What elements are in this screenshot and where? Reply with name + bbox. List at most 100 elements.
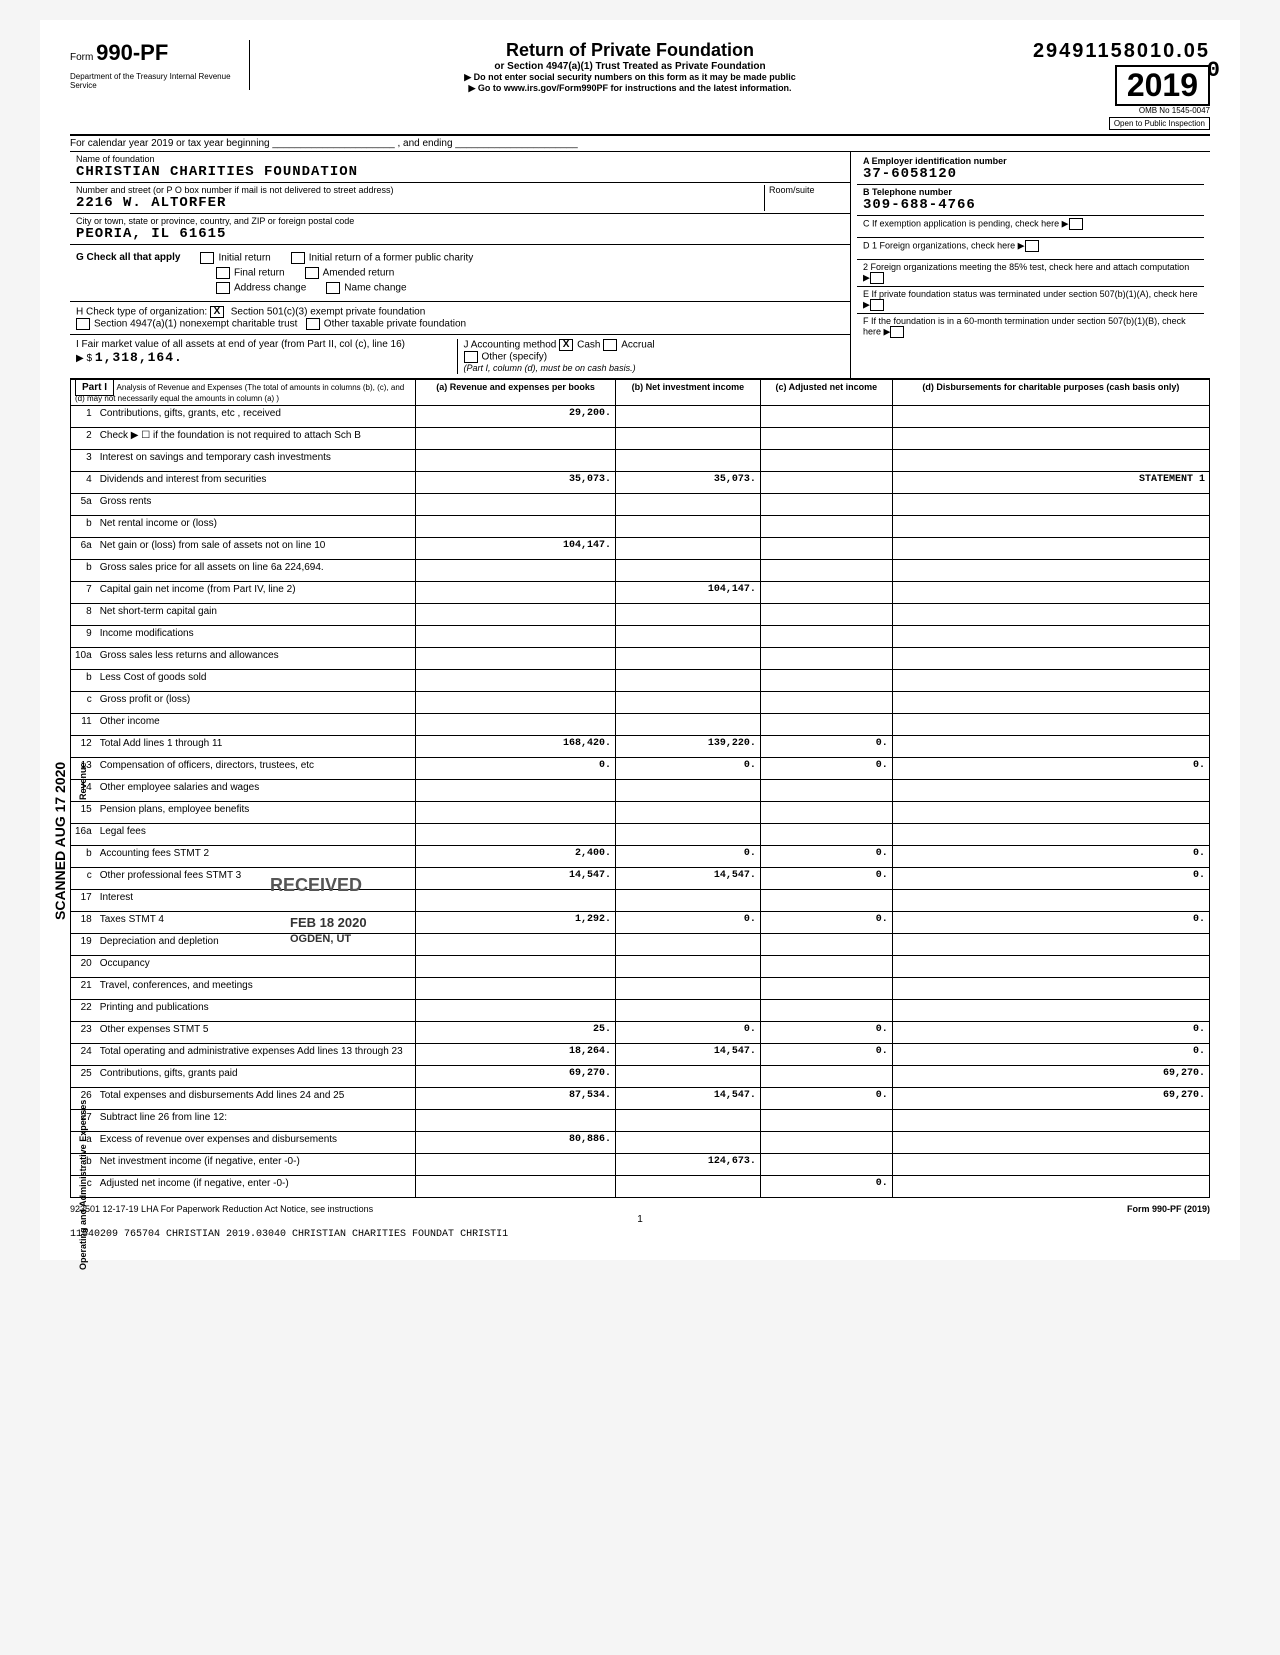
row-a: 104,147.	[416, 538, 616, 560]
opt-initial: Initial return	[218, 253, 270, 264]
row-d: 0.	[892, 846, 1209, 868]
row-c: 0.	[760, 758, 892, 780]
row-b	[615, 406, 760, 428]
table-row: 20Occupancy	[71, 956, 1210, 978]
table-row: 3Interest on savings and temporary cash …	[71, 450, 1210, 472]
row-c	[760, 582, 892, 604]
table-row: 15Pension plans, employee benefits	[71, 802, 1210, 824]
row-a	[416, 670, 616, 692]
form-number: Form 990-PF	[70, 40, 241, 66]
cb-501c3[interactable]: X	[210, 306, 224, 318]
cb-4947[interactable]	[76, 318, 90, 330]
row-d	[892, 1000, 1209, 1022]
cb-other-tax[interactable]	[306, 318, 320, 330]
row-d	[892, 516, 1209, 538]
table-row: bAccounting fees STMT 22,400.0.0.0.	[71, 846, 1210, 868]
d1-label: D 1 Foreign organizations, check here ▶	[857, 238, 1204, 260]
row-a	[416, 516, 616, 538]
calendar-year-line: For calendar year 2019 or tax year begin…	[70, 136, 1210, 152]
row-c	[760, 824, 892, 846]
cb-d2[interactable]	[870, 272, 884, 284]
revenue-label: Revenue	[78, 762, 88, 800]
row-b: 139,220.	[615, 736, 760, 758]
row-b	[615, 516, 760, 538]
row-a: 2,400.	[416, 846, 616, 868]
row-c	[760, 978, 892, 1000]
city-label: City or town, state or province, country…	[76, 216, 844, 226]
cb-initial[interactable]	[200, 252, 214, 264]
table-row: bGross sales price for all assets on lin…	[71, 560, 1210, 582]
cb-name-change[interactable]	[326, 282, 340, 294]
row-d	[892, 978, 1209, 1000]
opt-other-method: Other (specify)	[482, 352, 548, 363]
row-num: 5a	[71, 494, 96, 516]
row-b: 0.	[615, 846, 760, 868]
cb-other-method[interactable]	[464, 351, 478, 363]
row-d: 0.	[892, 1044, 1209, 1066]
part1-desc: Analysis of Revenue and Expenses (The to…	[75, 383, 404, 403]
received-date: FEB 18 2020 OGDEN, UT	[290, 915, 367, 945]
opt-initial-former: Initial return of a former public charit…	[309, 253, 474, 264]
cb-d1[interactable]	[1025, 240, 1039, 252]
row-d: 0.	[892, 868, 1209, 890]
row-b	[615, 648, 760, 670]
row-a	[416, 956, 616, 978]
row-desc: Total operating and administrative expen…	[96, 1044, 416, 1066]
row-d	[892, 956, 1209, 978]
row-b	[615, 538, 760, 560]
row-desc: Subtract line 26 from line 12:	[96, 1110, 416, 1132]
row-b	[615, 956, 760, 978]
cb-f[interactable]	[890, 326, 904, 338]
row-num: c	[71, 692, 96, 714]
row-num: 24	[71, 1044, 96, 1066]
row-num: 19	[71, 934, 96, 956]
row-desc: Dividends and interest from securities	[96, 472, 416, 494]
row-c	[760, 1000, 892, 1022]
row-c: 0.	[760, 846, 892, 868]
stamp-trailing: 0	[1207, 58, 1220, 83]
row-b	[615, 1000, 760, 1022]
cb-cash[interactable]: X	[559, 339, 573, 351]
table-row: 16aLegal fees	[71, 824, 1210, 846]
cb-accrual[interactable]	[603, 339, 617, 351]
row-desc: Total expenses and disbursements Add lin…	[96, 1088, 416, 1110]
row-num: 3	[71, 450, 96, 472]
row-d	[892, 890, 1209, 912]
row-a: 0.	[416, 758, 616, 780]
row-c: 0.	[760, 736, 892, 758]
row-a	[416, 450, 616, 472]
row-num: 15	[71, 802, 96, 824]
row-b: 0.	[615, 758, 760, 780]
cb-e[interactable]	[870, 299, 884, 311]
cb-addr-change[interactable]	[216, 282, 230, 294]
cb-amended[interactable]	[305, 267, 319, 279]
table-row: 11Other income	[71, 714, 1210, 736]
row-desc: Pension plans, employee benefits	[96, 802, 416, 824]
row-num: c	[71, 868, 96, 890]
row-d	[892, 406, 1209, 428]
row-c	[760, 956, 892, 978]
row-a	[416, 1154, 616, 1176]
row-d: 69,270.	[892, 1088, 1209, 1110]
row-num: 25	[71, 1066, 96, 1088]
row-c	[760, 406, 892, 428]
cb-initial-former[interactable]	[291, 252, 305, 264]
row-a: 80,886.	[416, 1132, 616, 1154]
row-b	[615, 450, 760, 472]
row-b	[615, 1066, 760, 1088]
row-num: b	[71, 846, 96, 868]
row-b	[615, 692, 760, 714]
cb-c[interactable]	[1069, 218, 1083, 230]
row-desc: Capital gain net income (from Part IV, l…	[96, 582, 416, 604]
row-b	[615, 714, 760, 736]
row-a	[416, 604, 616, 626]
row-desc: Interest on savings and temporary cash i…	[96, 450, 416, 472]
row-c	[760, 604, 892, 626]
form-code: 990-PF	[96, 40, 168, 65]
row-a	[416, 890, 616, 912]
row-d: 69,270.	[892, 1066, 1209, 1088]
city-state-zip: PEORIA, IL 61615	[76, 226, 844, 242]
row-num: 11	[71, 714, 96, 736]
row-b	[615, 604, 760, 626]
cb-final[interactable]	[216, 267, 230, 279]
